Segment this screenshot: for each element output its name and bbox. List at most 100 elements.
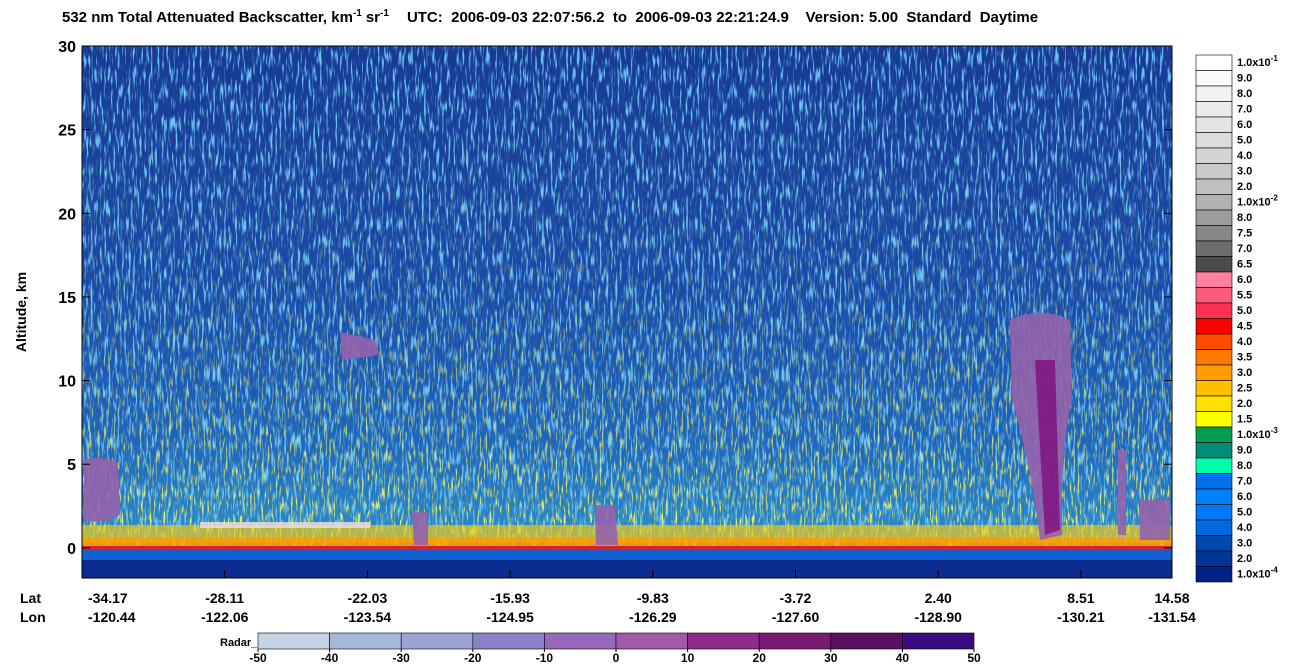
colorbar-box [1195,271,1233,288]
colorbar-label-text: 6.0 [1237,491,1252,503]
lon-label: -120.44 [88,609,136,625]
lat-label: 14.58 [1154,590,1189,606]
colorbar-label-text: 6.0 [1237,119,1252,131]
colorbar-box [1195,566,1233,583]
colorbar-label-text: 5.0 [1237,305,1252,317]
y-tick-label: 20 [58,206,76,223]
colorbar-label-sup: -1 [1271,54,1279,63]
colorbar-label-text: 1.5 [1237,414,1252,426]
colorbar-label: 3.0 [1237,367,1252,379]
colorbar-box [1195,426,1233,443]
colorbar-label-text: 9.0 [1237,445,1252,457]
title-text: 532 nm Total Attenuated Backscatter, km [62,9,353,26]
lon-label: -123.54 [344,609,392,625]
colorbar-label-text: 3.5 [1237,352,1252,364]
colorbar-label-text: 4.0 [1237,150,1252,162]
colorbar-label: 1.5 [1237,414,1252,426]
colorbar-box [1195,519,1233,536]
colorbar-label: 5.5 [1237,290,1252,302]
colorbar-label-text: 8.0 [1237,88,1252,100]
colorbar-label-sup: -4 [1271,566,1279,575]
colorbar-label: 5.0 [1237,135,1252,147]
lon-row-label: Lon [20,609,46,625]
colorbar-box [1195,411,1233,428]
colorbar-box [1195,70,1233,87]
plot-frame [81,45,1173,579]
colorbar-box [1195,256,1233,273]
colorbar-label-text: 1.0x10 [1237,197,1271,209]
colorbar-label: 3.0 [1237,166,1252,178]
radar-tick-label: 40 [896,651,910,665]
colorbar-label: 4.0 [1237,336,1252,348]
colorbar-box [1195,364,1233,381]
colorbar-label: 9.0 [1237,445,1252,457]
y-tick-label: 0 [67,541,76,558]
lon-label: -127.60 [772,609,820,625]
lon-label: -124.95 [486,609,534,625]
lat-label: -9.83 [637,590,669,606]
colorbar-label-text: 5.0 [1237,135,1252,147]
colorbar-label: 1.0x10-3 [1237,426,1278,441]
colorbar-box [1195,473,1233,490]
radar-colorbar-box [400,632,474,650]
radar-tick-label: 30 [824,651,838,665]
colorbar-box [1195,194,1233,211]
colorbar-label: 2.0 [1237,181,1252,193]
radar-tick-label: -20 [464,651,482,665]
colorbar-label-text: 5.0 [1237,507,1252,519]
radar-colorbar-box [902,632,975,650]
colorbar-box [1195,54,1233,71]
radar-colorbar-box [329,632,402,650]
lat-label: -34.17 [88,590,128,606]
radar-colorbar-box [615,632,688,650]
colorbar-box [1195,287,1233,304]
colorbar-label-text: 1.0x10 [1237,57,1271,69]
y-tick-label: 5 [67,457,76,474]
colorbar-box [1195,349,1233,366]
colorbar-label-text: 8.0 [1237,212,1252,224]
colorbar-label: 9.0 [1237,73,1252,85]
colorbar-label: 7.0 [1237,104,1252,116]
colorbar-box [1195,85,1233,102]
colorbar-label: 6.0 [1237,119,1252,131]
lon-label: -131.54 [1148,609,1196,625]
colorbar-label: 2.5 [1237,383,1252,395]
colorbar-label-text: 2.0 [1237,553,1252,565]
colorbar-label-text: 7.5 [1237,228,1252,240]
y-tick-label: 25 [58,123,76,140]
radar-colorbar-box [544,632,617,650]
colorbar-label-text: 3.0 [1237,367,1252,379]
colorbar-label: 4.5 [1237,321,1252,333]
colorbar-label-text: 7.0 [1237,243,1252,255]
colorbar-box [1195,535,1233,552]
lon-label: -122.06 [201,609,249,625]
lon-label: -128.90 [914,609,962,625]
radar-tick-label: 0 [613,651,620,665]
curtain-image [82,46,1172,578]
colorbar-label-text: 1.0x10 [1237,429,1271,441]
colorbar-label-text: 4.0 [1237,522,1252,534]
colorbar-box [1195,132,1233,149]
y-axis-label: Altitude, km [13,272,29,352]
colorbar-label-text: 3.0 [1237,166,1252,178]
title-sup: -1 [380,8,389,19]
colorbar-label: 7.0 [1237,243,1252,255]
radar-tick-label: -40 [321,651,339,665]
radar-tick-label: -10 [536,651,554,665]
colorbar-label: 6.5 [1237,259,1252,271]
title-text: UTC: 2006-09-03 22:07:56.2 to 2006-09-03… [407,9,1038,26]
colorbar-label-text: 6.0 [1237,274,1252,286]
colorbar-box [1195,318,1233,335]
colorbar-box [1195,488,1233,505]
colorbar-box [1195,380,1233,397]
colorbar-box [1195,225,1233,242]
radar-tick-label: -50 [249,651,267,665]
colorbar-label: 3.0 [1237,538,1252,550]
radar-tick-label: 10 [681,651,695,665]
radar-tick-label: 50 [967,651,981,665]
colorbar-box [1195,504,1233,521]
y-tick-label: 30 [58,39,76,56]
colorbar-label: 6.0 [1237,491,1252,503]
colorbar-label: 1.0x10-4 [1237,566,1278,581]
